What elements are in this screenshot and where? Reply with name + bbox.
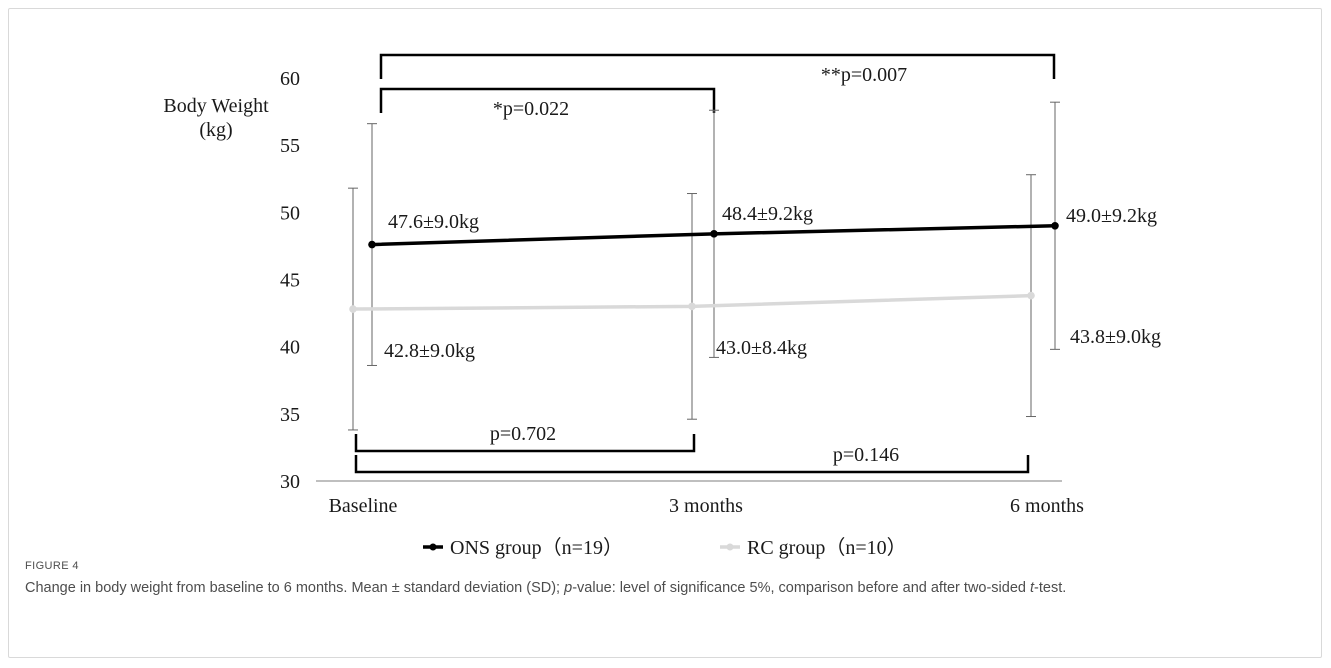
- legend: ONS group（n=19） RC group（n=10）: [423, 536, 907, 559]
- y-axis-unit-label: (kg): [199, 119, 232, 141]
- y-axis-label: Body Weight: [163, 95, 269, 117]
- x-tick-label: 3 months: [669, 495, 743, 517]
- data-label: 43.8±9.0kg: [1070, 326, 1161, 348]
- data-label: 49.0±9.2kg: [1066, 205, 1157, 227]
- legend-label: RC group（n=10）: [747, 536, 907, 559]
- annotation-p-value: *p=0.022: [493, 98, 569, 120]
- x-tick-label: 6 months: [1010, 495, 1084, 517]
- bracket-ons-baseline-6m: [379, 53, 1056, 79]
- legend-swatch-marker: [726, 543, 734, 551]
- data-label: 48.4±9.2kg: [722, 203, 813, 225]
- significance-brackets: **p=0.007 *p=0.022 p=0.702 p=0.146: [354, 53, 1056, 474]
- legend-swatch-marker: [429, 543, 437, 551]
- annotation-p-value: p=0.702: [490, 423, 556, 445]
- body-weight-line-chart: 30 35 40 45 50 55 60 Body Weight(kg) Baseline 3 m…: [163, 53, 1161, 559]
- caption-p-italic: p: [564, 580, 573, 596]
- y-tick-label: 55: [280, 135, 300, 157]
- caption-t-italic: t: [1030, 580, 1035, 596]
- data-point: [349, 305, 357, 313]
- caption-text-part-1: Change in body weight from baseline to 6…: [25, 580, 565, 596]
- y-tick-label: 50: [280, 202, 300, 224]
- figure-frame: [8, 8, 1322, 658]
- data-labels: 47.6±9.0kg 48.4±9.2kg 49.0±9.2kg 42.8±9.0kg…: [384, 203, 1161, 362]
- data-point: [710, 230, 718, 238]
- error-bars: [348, 101, 1060, 431]
- x-tick-label: Baseline: [329, 495, 398, 517]
- bracket-rc-baseline-3m: [354, 434, 696, 453]
- bracket-ons-baseline-3m: [379, 87, 716, 113]
- y-tick-label: 35: [280, 404, 300, 426]
- figure-caption-text: Change in body weight from baseline to 6…: [25, 578, 1305, 599]
- annotation-p-value: **p=0.007: [821, 64, 907, 86]
- axes: 30 35 40 45 50 55 60 Body Weight(kg) Baseline 3 m…: [163, 68, 1084, 517]
- y-tick-label: 45: [280, 270, 300, 292]
- y-tick-label: 30: [280, 471, 300, 493]
- data-label: 47.6±9.0kg: [388, 211, 479, 233]
- bracket-rc-baseline-6m: [354, 455, 1030, 474]
- legend-label: ONS group（n=19）: [450, 536, 623, 559]
- data-point: [1051, 221, 1059, 230]
- y-tick-label: 40: [280, 337, 300, 359]
- data-label: 43.0±8.4kg: [716, 337, 807, 359]
- data-point: [688, 302, 696, 311]
- data-label: 42.8±9.0kg: [384, 340, 475, 362]
- data-points: [349, 221, 1059, 313]
- annotation-p-value: p=0.146: [833, 444, 899, 466]
- caption-text-part-2: -value: level of significance 5%, compar…: [572, 580, 1031, 596]
- y-tick-label: 60: [280, 68, 300, 90]
- data-point: [1027, 291, 1035, 300]
- series-lines: [352, 224, 1056, 311]
- figure-caption: FIGURE 4 Change in body weight from base…: [25, 560, 1305, 599]
- caption-text-part-3: -test.: [1034, 580, 1067, 596]
- figure-label: FIGURE 4: [25, 560, 79, 572]
- data-point: [368, 240, 376, 249]
